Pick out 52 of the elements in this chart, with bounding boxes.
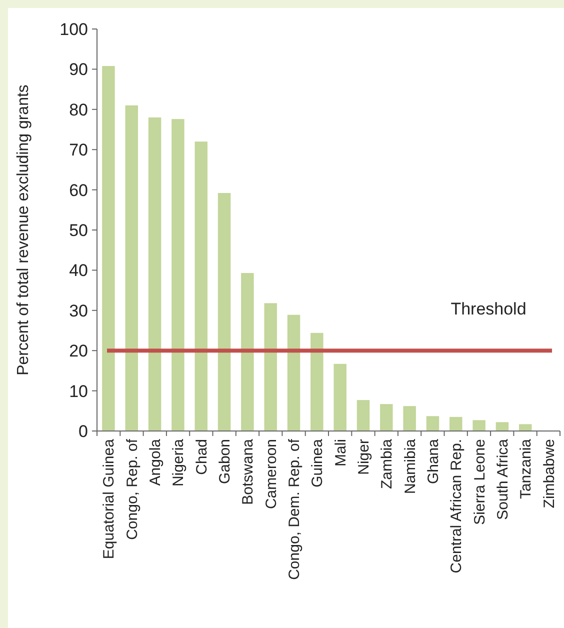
x-tick-label: Botswana — [240, 438, 257, 505]
bar — [125, 105, 138, 431]
y-tick-label: 0 — [78, 422, 88, 441]
x-tick-label: Ghana — [424, 438, 442, 484]
bar — [218, 193, 231, 431]
bar — [519, 424, 532, 431]
bar — [148, 117, 162, 431]
y-tick-label: 90 — [69, 60, 88, 80]
x-tick-label: Cameroon — [262, 439, 280, 510]
bar — [287, 314, 300, 431]
bar — [334, 364, 346, 431]
x-tick-label: Mali — [332, 439, 350, 467]
y-tick-label: 100 — [60, 20, 88, 39]
bar — [472, 420, 486, 431]
x-tick-label: Nigeria — [170, 438, 188, 487]
y-tick-label: 10 — [69, 382, 88, 401]
bar — [380, 404, 393, 431]
y-tick-label: 60 — [69, 180, 88, 200]
y-axis-title: Percent of total revenue excluding grants — [15, 84, 32, 376]
y-tick-label: 30 — [69, 301, 88, 320]
x-tick-label: Guinea — [309, 438, 326, 488]
x-tick-label: Namibia — [402, 438, 419, 494]
x-tick-label: Gabon — [216, 439, 234, 484]
x-tick-label: Sierra Leone — [471, 439, 488, 525]
x-tick-label: Angola — [147, 438, 164, 486]
y-tick-label: 20 — [69, 342, 88, 361]
x-tick-label: Equatorial Guinea — [100, 438, 118, 560]
x-tick-label: Niger — [355, 439, 372, 475]
x-tick-label: Congo, Rep. of — [124, 438, 141, 540]
x-tick-label: Zambia — [378, 438, 396, 490]
bar — [310, 332, 324, 431]
bar — [241, 273, 254, 431]
bar — [194, 142, 208, 431]
bar — [403, 406, 416, 431]
bar — [450, 416, 462, 431]
bar — [426, 416, 440, 431]
y-tick-label: 40 — [69, 261, 88, 280]
x-tick-label: Zimbabwe — [540, 439, 558, 508]
x-tick-label: Central African Rep. — [448, 439, 466, 574]
y-tick-label: 80 — [69, 100, 88, 120]
x-tick-label: Tanzania — [518, 438, 535, 500]
x-tick-label: South Africa — [494, 438, 512, 520]
y-tick-label: 70 — [69, 140, 88, 160]
bar — [172, 119, 184, 431]
bar — [102, 66, 115, 431]
bar — [264, 303, 277, 431]
x-tick-label: Congo, Dem. Rep. of — [286, 438, 304, 580]
ref-line-label: Threshold — [450, 300, 526, 319]
bar — [496, 422, 509, 431]
x-tick-label: Chad — [193, 439, 210, 475]
bar — [356, 400, 370, 431]
y-tick-label: 50 — [69, 220, 88, 240]
